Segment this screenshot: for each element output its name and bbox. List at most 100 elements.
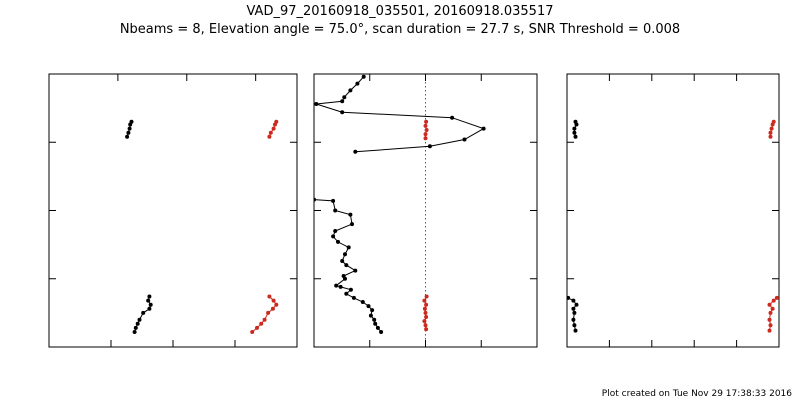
data-point-correlation (767, 328, 772, 333)
data-point-vertical-velocity (423, 323, 428, 328)
data-point-wind-speed (135, 321, 140, 326)
data-point-snr (372, 317, 377, 322)
panel-wind (48, 73, 298, 348)
panel-vertical_velocity (313, 73, 538, 348)
data-point-snr (342, 95, 347, 100)
data-point-wind-speed (125, 134, 130, 139)
data-point-wind-speed (146, 298, 151, 303)
data-point-correlation (768, 323, 773, 328)
data-point-residual (567, 295, 571, 300)
data-point-snr (379, 330, 384, 334)
series-group (567, 119, 779, 333)
data-point-snr (353, 149, 358, 154)
data-point-vertical-velocity (424, 119, 429, 124)
data-point-snr (333, 208, 338, 213)
data-point-snr (353, 268, 358, 273)
data-point-snr (351, 295, 356, 300)
data-point-snr (343, 276, 347, 281)
data-point-residual (572, 323, 577, 328)
data-point-wind-speed (127, 126, 132, 131)
data-point-wind-direction (262, 317, 267, 322)
data-point-correlation (770, 306, 775, 311)
data-point-snr (331, 234, 336, 239)
data-point-snr (344, 291, 349, 296)
plot-frame (566, 73, 780, 348)
data-point-correlation (769, 126, 774, 131)
data-point-wind-direction (270, 306, 275, 311)
data-point-residual (573, 328, 578, 333)
data-point-wind-speed (132, 330, 137, 334)
data-point-vertical-velocity (422, 298, 427, 303)
data-point-residual (572, 310, 577, 315)
data-point-residual (571, 298, 576, 303)
data-point-vertical-velocity (423, 132, 428, 137)
data-point-wind-direction (255, 325, 259, 330)
data-point-snr (314, 102, 319, 106)
data-point-snr (340, 110, 345, 115)
data-point-snr (344, 263, 349, 268)
data-point-snr (450, 115, 455, 120)
data-point-vertical-velocity (423, 136, 428, 141)
data-point-snr (481, 126, 486, 131)
data-point-snr (355, 81, 360, 86)
data-point-correlation (771, 119, 776, 124)
data-point-snr (314, 197, 316, 202)
data-point-snr (361, 74, 366, 79)
data-point-vertical-velocity (424, 302, 429, 307)
data-point-vertical-velocity (422, 306, 427, 311)
data-point-wind-speed (126, 130, 131, 135)
data-point-snr (336, 239, 340, 244)
data-point-vertical-velocity (422, 319, 427, 324)
data-point-wind-direction (274, 302, 279, 307)
data-point-wind-direction (250, 330, 255, 334)
data-point-residual (571, 306, 576, 311)
data-point-wind-direction (271, 298, 276, 303)
data-point-snr (340, 259, 345, 263)
data-point-wind-speed (133, 325, 138, 330)
plot-footer: Plot created on Tue Nov 29 17:38:33 2016 (602, 389, 792, 399)
data-point-correlation (771, 298, 776, 303)
data-point-snr (462, 137, 467, 142)
data-point-residual (571, 317, 576, 322)
data-point-vertical-velocity (423, 310, 428, 315)
data-point-wind-direction (259, 321, 264, 326)
data-point-snr (343, 252, 347, 257)
data-point-correlation (774, 295, 779, 300)
data-point-wind-direction (271, 126, 276, 131)
data-point-wind-speed (129, 119, 134, 124)
data-point-correlation (767, 317, 772, 322)
data-point-snr (348, 287, 353, 292)
data-point-wind-direction (274, 119, 279, 124)
series-group (125, 119, 279, 334)
data-point-residual (572, 130, 577, 135)
data-point-wind-speed (141, 310, 146, 315)
data-point-snr (350, 222, 354, 227)
data-point-snr (331, 198, 336, 203)
data-point-snr (427, 144, 432, 149)
data-point-snr (348, 212, 353, 217)
data-point-snr (333, 229, 338, 233)
series-line-snr (316, 76, 485, 153)
data-point-correlation (767, 302, 772, 307)
data-point-wind-speed (147, 294, 152, 299)
data-point-residual (573, 134, 578, 139)
plot-panels (48, 73, 780, 348)
data-point-snr (368, 313, 373, 318)
data-point-snr (373, 321, 378, 326)
data-point-correlation (768, 310, 773, 315)
data-point-residual (573, 119, 578, 124)
data-point-wind-speed (148, 302, 153, 307)
data-point-snr (375, 325, 380, 330)
data-point-vertical-velocity (424, 327, 429, 332)
data-point-vertical-velocity (424, 294, 429, 299)
data-point-snr (340, 99, 345, 104)
data-point-wind-direction (267, 134, 272, 139)
data-point-wind-speed (147, 306, 152, 311)
data-point-wind-direction (268, 130, 273, 135)
data-point-vertical-velocity (423, 123, 428, 128)
data-point-correlation (768, 130, 773, 135)
data-point-snr (360, 300, 365, 304)
data-point-wind-speed (137, 317, 142, 322)
data-point-wind-direction (266, 310, 271, 315)
figure-title-line2: Nbeams = 8, Elevation angle = 75.0°, sca… (120, 22, 680, 37)
